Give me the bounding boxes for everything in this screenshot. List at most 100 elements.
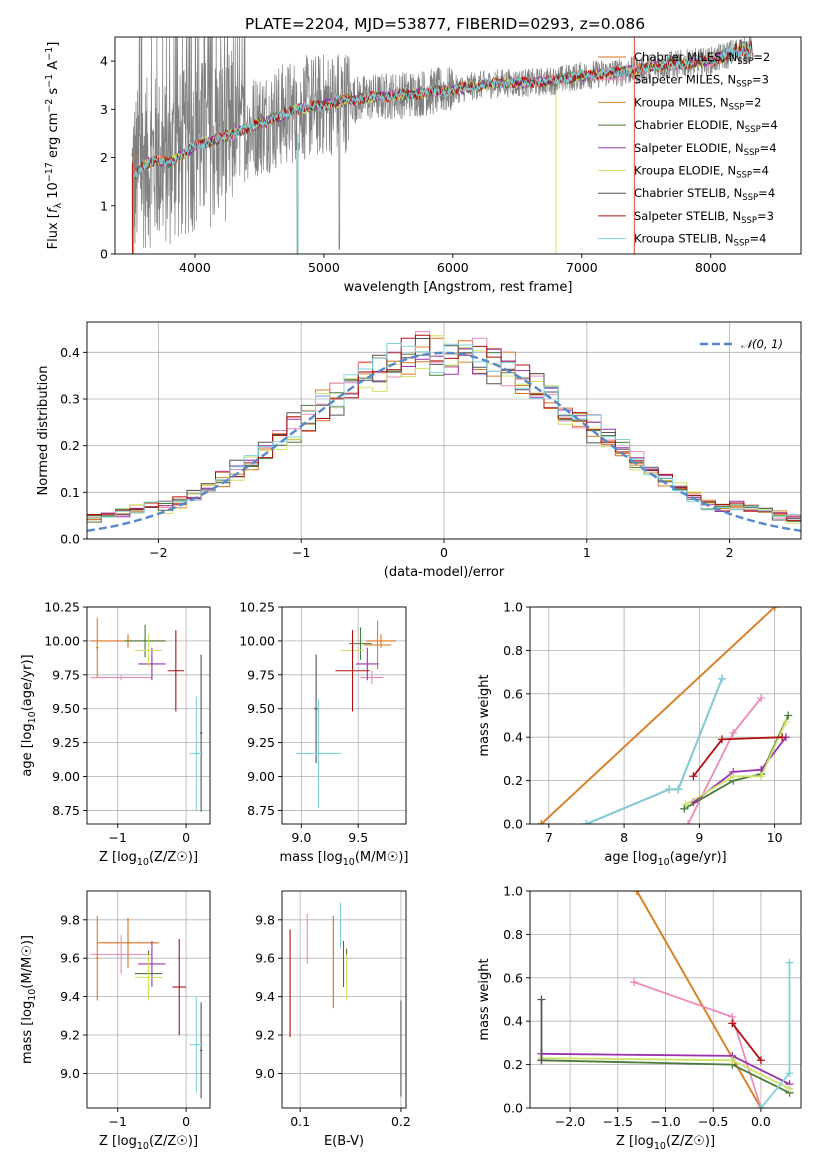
age-vs-mass-panel: 9.0 9.5 8.75 9.00 9.25 9.50 9.75 10.00 10.25 mass… [239, 600, 408, 869]
weight-series-line [731, 1022, 762, 1061]
figure-title: PLATE=2204, MJD=53877, FIBERID=0293, z=0… [245, 15, 645, 33]
legend-label: Kroupa ELODIE, NSSP=4 [634, 164, 769, 181]
y-tick-label: 8.75 [52, 803, 80, 818]
x-axis-label: mass [log10(M/M☉)] [280, 850, 409, 868]
y-tick-label: 10.00 [239, 633, 275, 648]
y-tick-label: 0.6 [503, 970, 523, 985]
legend-label: Chabrier MILES, NSSP=2 [634, 50, 770, 67]
x-tick-label: −0.5 [698, 1114, 728, 1129]
axes-frame [114, 36, 802, 255]
weight-point-marker [665, 785, 674, 794]
y-tick-label: 4 [100, 54, 108, 69]
legend-label-name: Chabrier ELODIE [634, 118, 729, 132]
x-tick-label: −1.0 [650, 1114, 680, 1129]
weight-point-marker [729, 728, 738, 737]
legend-label-nssp: 2 [754, 95, 761, 109]
weight-point-marker [785, 958, 794, 967]
x-tick-label: −1.5 [603, 1114, 633, 1129]
legend-label-name: Salpeter ELODIE [634, 141, 728, 155]
x-tick-label: 9 [695, 830, 703, 845]
x-tick-label: 8 [620, 830, 628, 845]
legend-label: Kroupa MILES, NSSP=2 [634, 95, 761, 112]
model-spectrum-line [132, 44, 753, 180]
axes-frame [86, 606, 211, 825]
x-tick-label: −1 [109, 830, 127, 845]
weight-series-line [633, 981, 762, 1108]
y-tick-label: 9.0 [60, 1066, 80, 1081]
y-axis-label: Normed distribution [36, 366, 51, 496]
weight-point-marker [537, 1056, 546, 1065]
weight-series-line [586, 678, 723, 824]
y-axis-label: Flux [fλ 10−17 erg cm−2 s−1 A−1] [44, 42, 64, 250]
residual-histogram [87, 343, 801, 519]
weight-point-marker [717, 674, 726, 683]
y-tick-label: 9.75 [52, 667, 80, 682]
x-tick-label: −2 [149, 545, 167, 560]
weight-point-marker [674, 785, 683, 794]
y-tick-label: 0.0 [503, 817, 523, 832]
plot-area [90, 915, 204, 1099]
x-tick-label: 4000 [179, 260, 211, 275]
legend-label: Salpeter MILES, NSSP=3 [634, 73, 769, 90]
x-tick-label: 9.0 [291, 830, 311, 845]
y-tick-label: 0.2 [503, 773, 523, 788]
legend-label: Salpeter ELODIE, NSSP=4 [634, 141, 777, 158]
weight-point-marker [757, 694, 766, 703]
weight-point-marker [785, 1069, 794, 1078]
y-tick-label: 1 [100, 198, 108, 213]
weight-point-marker [781, 718, 790, 727]
mass-vs-ebv-panel: 0.1 0.2 9.0 9.2 9.4 9.6 9.8 E(B-V) [255, 890, 411, 1149]
y-tick-label: 9.75 [247, 667, 275, 682]
weight-point-marker [681, 800, 690, 809]
y-tick-label: 9.2 [60, 1028, 80, 1043]
legend-label-nssp: 4 [759, 232, 766, 246]
weight-series-line [685, 721, 787, 806]
y-tick-label: 0.0 [503, 1101, 523, 1116]
weight-series-line [636, 891, 762, 1108]
legend-label-nssp: 4 [768, 186, 775, 200]
x-tick-label: 6000 [437, 260, 469, 275]
y-tick-label: 9.0 [255, 1066, 275, 1081]
weight-point-marker [757, 772, 766, 781]
gaussian-curve [87, 351, 801, 532]
legend-label-name: Chabrier MILES [634, 50, 721, 64]
x-axis-label: age [log10(age/yr)] [604, 850, 726, 868]
y-tick-label: 10.25 [44, 600, 80, 615]
age-vs-metallicity-panel: −1 0 8.75 9.00 9.25 9.50 9.75 10.00 10.25 Z [log1… [20, 600, 211, 868]
weight-vs-metallicity-panel: −2.0 −1.5 −1.0 −0.5 0.0 0.0 0.2 0.4 0.6 0.8 1.0 Z [… [477, 884, 802, 1152]
y-tick-label: 9.6 [60, 951, 80, 966]
legend-label-nssp: 3 [767, 209, 774, 223]
y-tick-label: 0.1 [60, 485, 80, 500]
weight-point-marker [729, 772, 738, 781]
weight-point-marker [684, 820, 693, 824]
y-tick-label: 0.0 [60, 532, 80, 547]
y-tick-label: 0.8 [503, 927, 523, 942]
axes-frame [281, 606, 407, 825]
y-tick-label: 0 [100, 247, 108, 262]
y-tick-label: 2 [100, 150, 108, 165]
x-tick-label: 7 [545, 830, 553, 845]
y-tick-label: 9.50 [52, 701, 80, 716]
axes-frame [86, 890, 211, 1109]
x-tick-label: 8000 [695, 260, 727, 275]
x-axis-label: wavelength [Angstrom, rest frame] [344, 280, 573, 295]
legend-label: Chabrier ELODIE, NSSP=4 [634, 118, 778, 135]
legend-label-name: Kroupa STELIB [634, 232, 718, 246]
x-tick-label: 0.0 [751, 1114, 771, 1129]
y-tick-label: 9.8 [255, 912, 275, 927]
weight-point-marker [728, 1019, 737, 1028]
weight-point-marker [728, 1056, 737, 1065]
x-tick-label: 7000 [566, 260, 598, 275]
x-tick-label: −1 [109, 1114, 127, 1129]
weight-series-line [586, 678, 723, 824]
legend-label: Chabrier STELIB, NSSP=4 [634, 186, 775, 203]
weight-point-marker [537, 820, 546, 824]
weight-point-marker [778, 733, 787, 742]
legend-label: Kroupa STELIB, NSSP=4 [634, 232, 766, 249]
legend-label-nssp: 2 [763, 50, 770, 64]
legend-label-nssp: 4 [769, 141, 776, 155]
y-tick-label: 8.75 [247, 803, 275, 818]
y-tick-label: 3 [100, 102, 108, 117]
y-tick-label: 1.0 [503, 600, 523, 615]
